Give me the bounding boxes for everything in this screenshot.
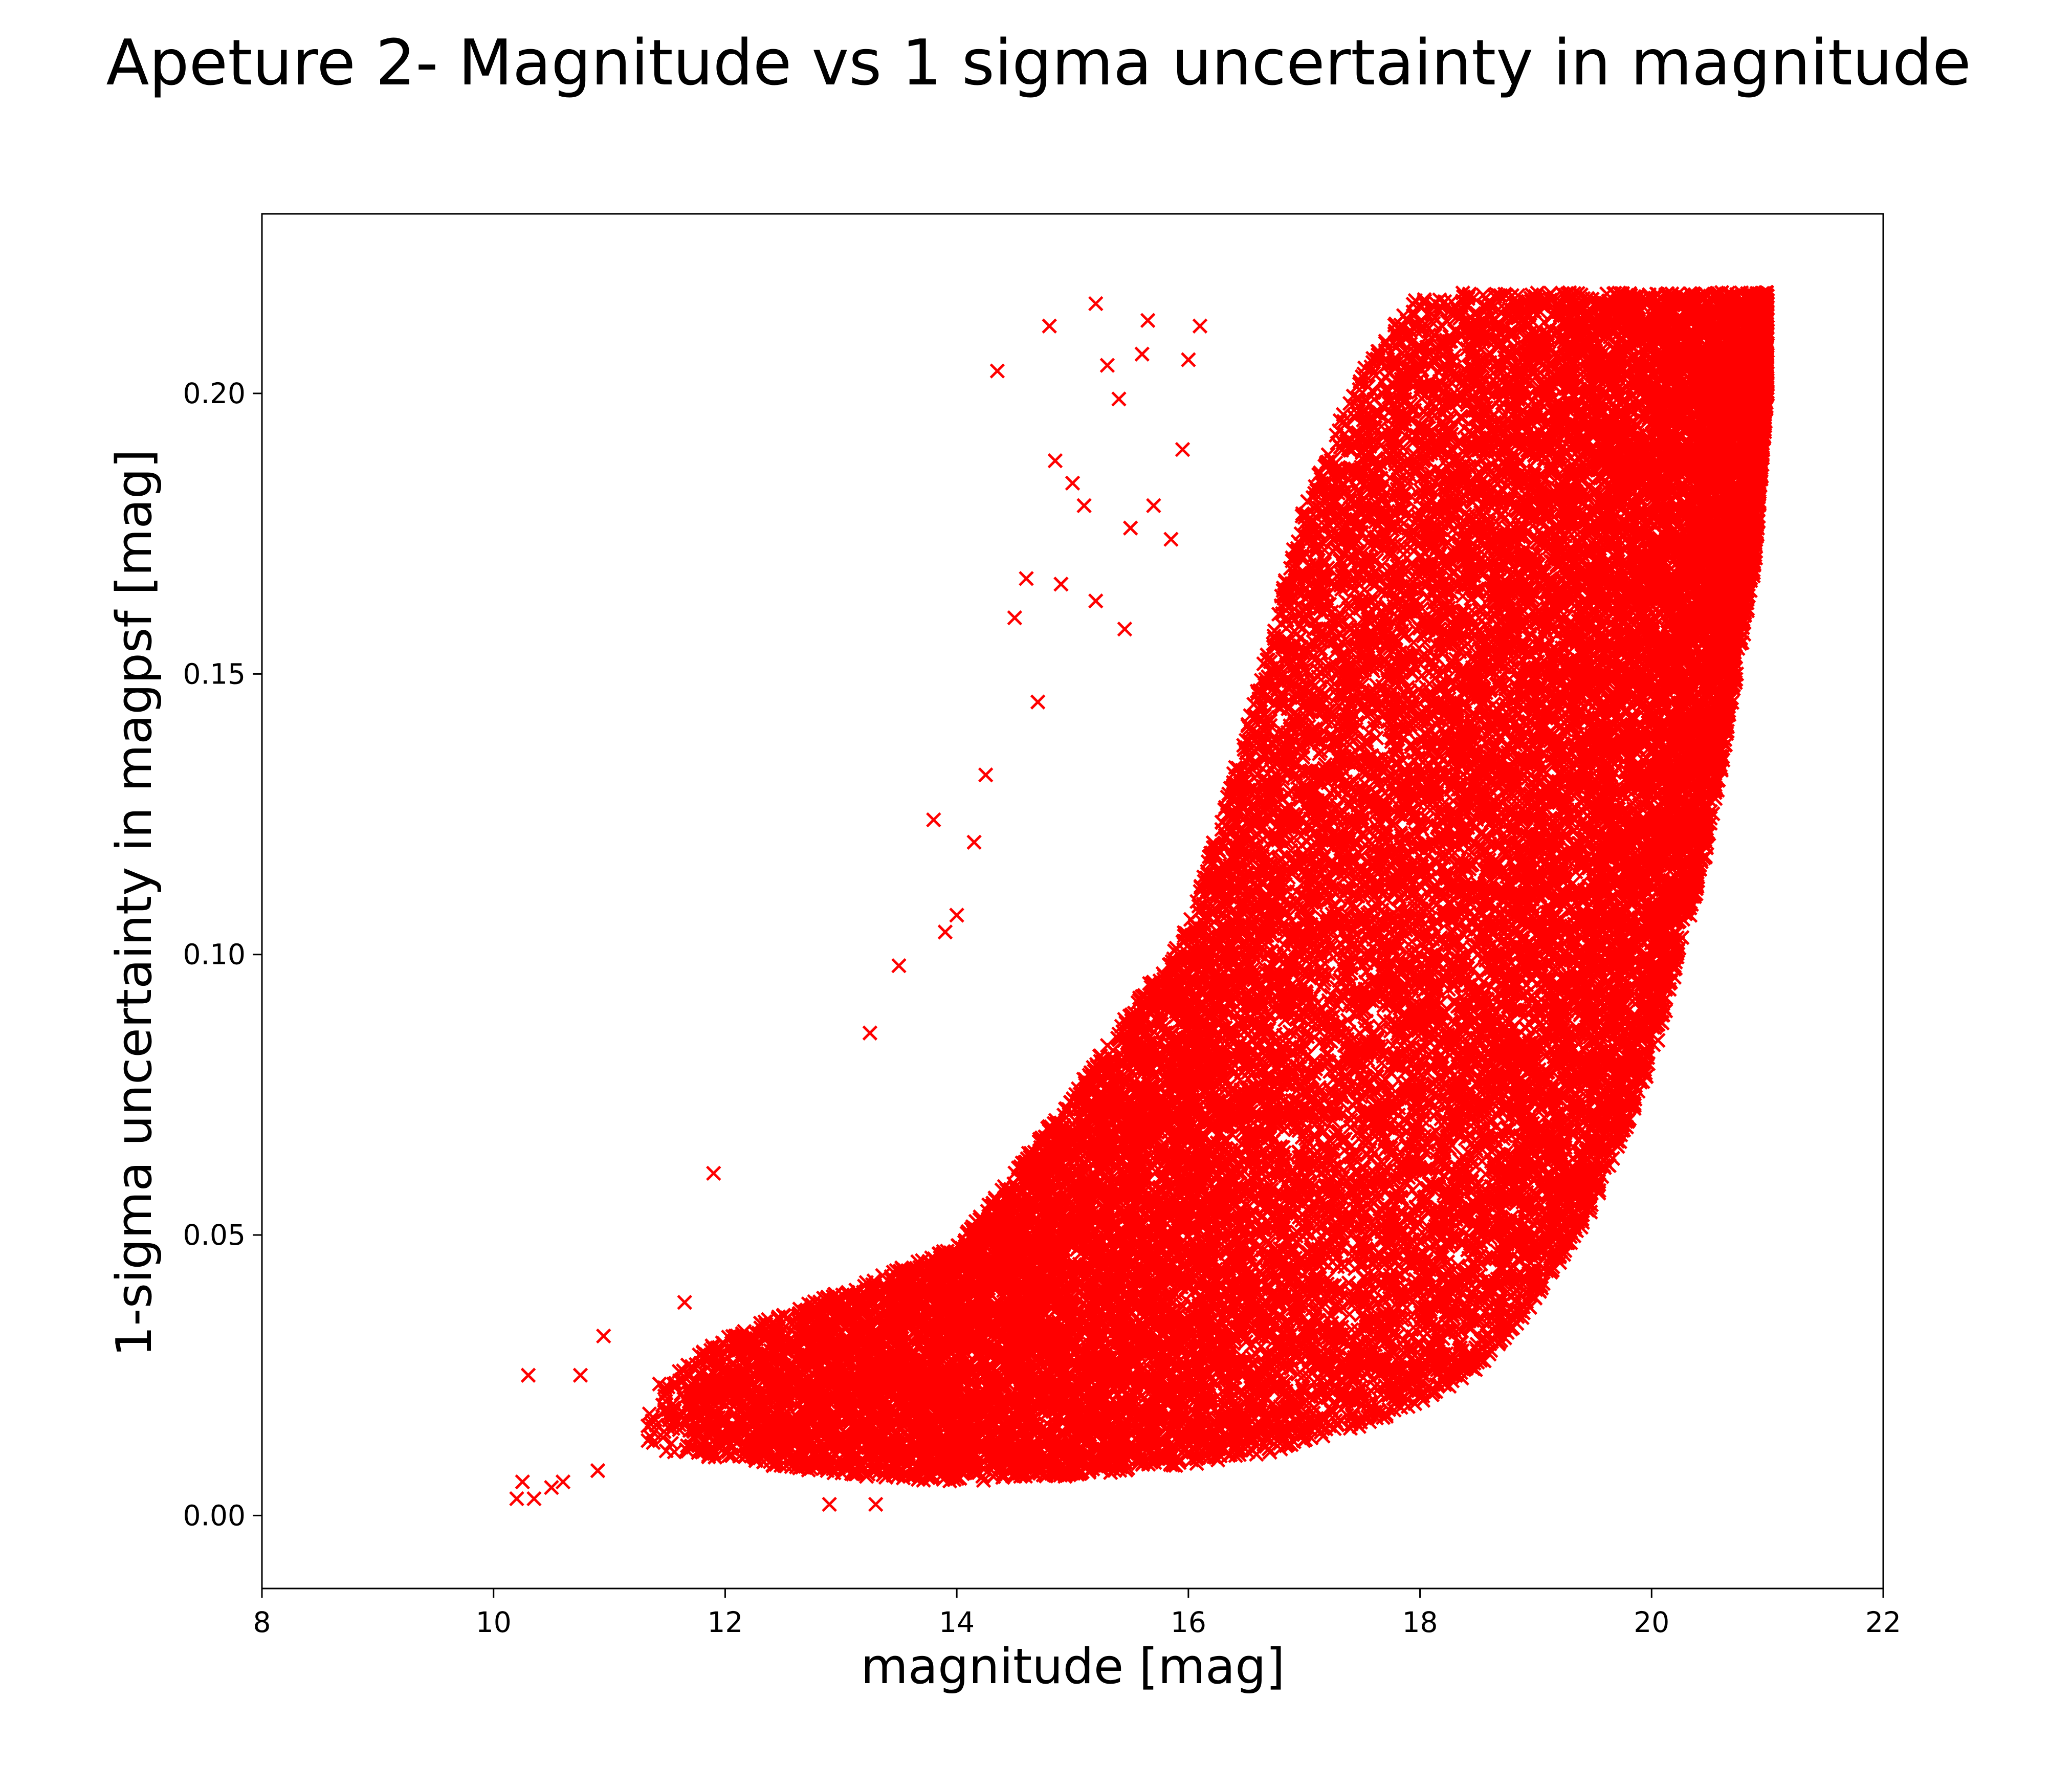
y-tick-label: 0.10 <box>183 938 246 971</box>
x-tick-label: 20 <box>1634 1606 1669 1639</box>
y-axis: 0.00 0.05 0.10 0.15 0.20 <box>183 377 262 1532</box>
y-axis-label: 1-sigma uncertainty in magpsf [mag] <box>106 449 163 1357</box>
x-tick-label: 14 <box>939 1606 975 1639</box>
y-tick-label: 0.00 <box>183 1499 246 1532</box>
y-tick-label: 0.20 <box>183 377 246 410</box>
chart-title: Apeture 2- Magnitude vs 1 sigma uncertai… <box>106 27 1971 100</box>
scatter-points <box>509 284 1775 1512</box>
x-tick-label: 18 <box>1402 1606 1438 1639</box>
plot-frame <box>261 213 1884 1590</box>
y-tick-label: 0.05 <box>183 1219 246 1251</box>
x-tick-label: 10 <box>476 1606 512 1639</box>
x-tick-label: 16 <box>1171 1606 1206 1639</box>
x-axis-label: magnitude [mag] <box>861 1639 1285 1695</box>
scatter-markers <box>509 284 1775 1512</box>
y-tick-label: 0.15 <box>183 657 246 690</box>
x-tick-label: 22 <box>1865 1606 1901 1639</box>
x-tick-label: 8 <box>253 1606 271 1639</box>
x-axis: 8 10 12 14 16 18 20 22 <box>253 1588 1901 1639</box>
x-tick-label: 12 <box>707 1606 743 1639</box>
